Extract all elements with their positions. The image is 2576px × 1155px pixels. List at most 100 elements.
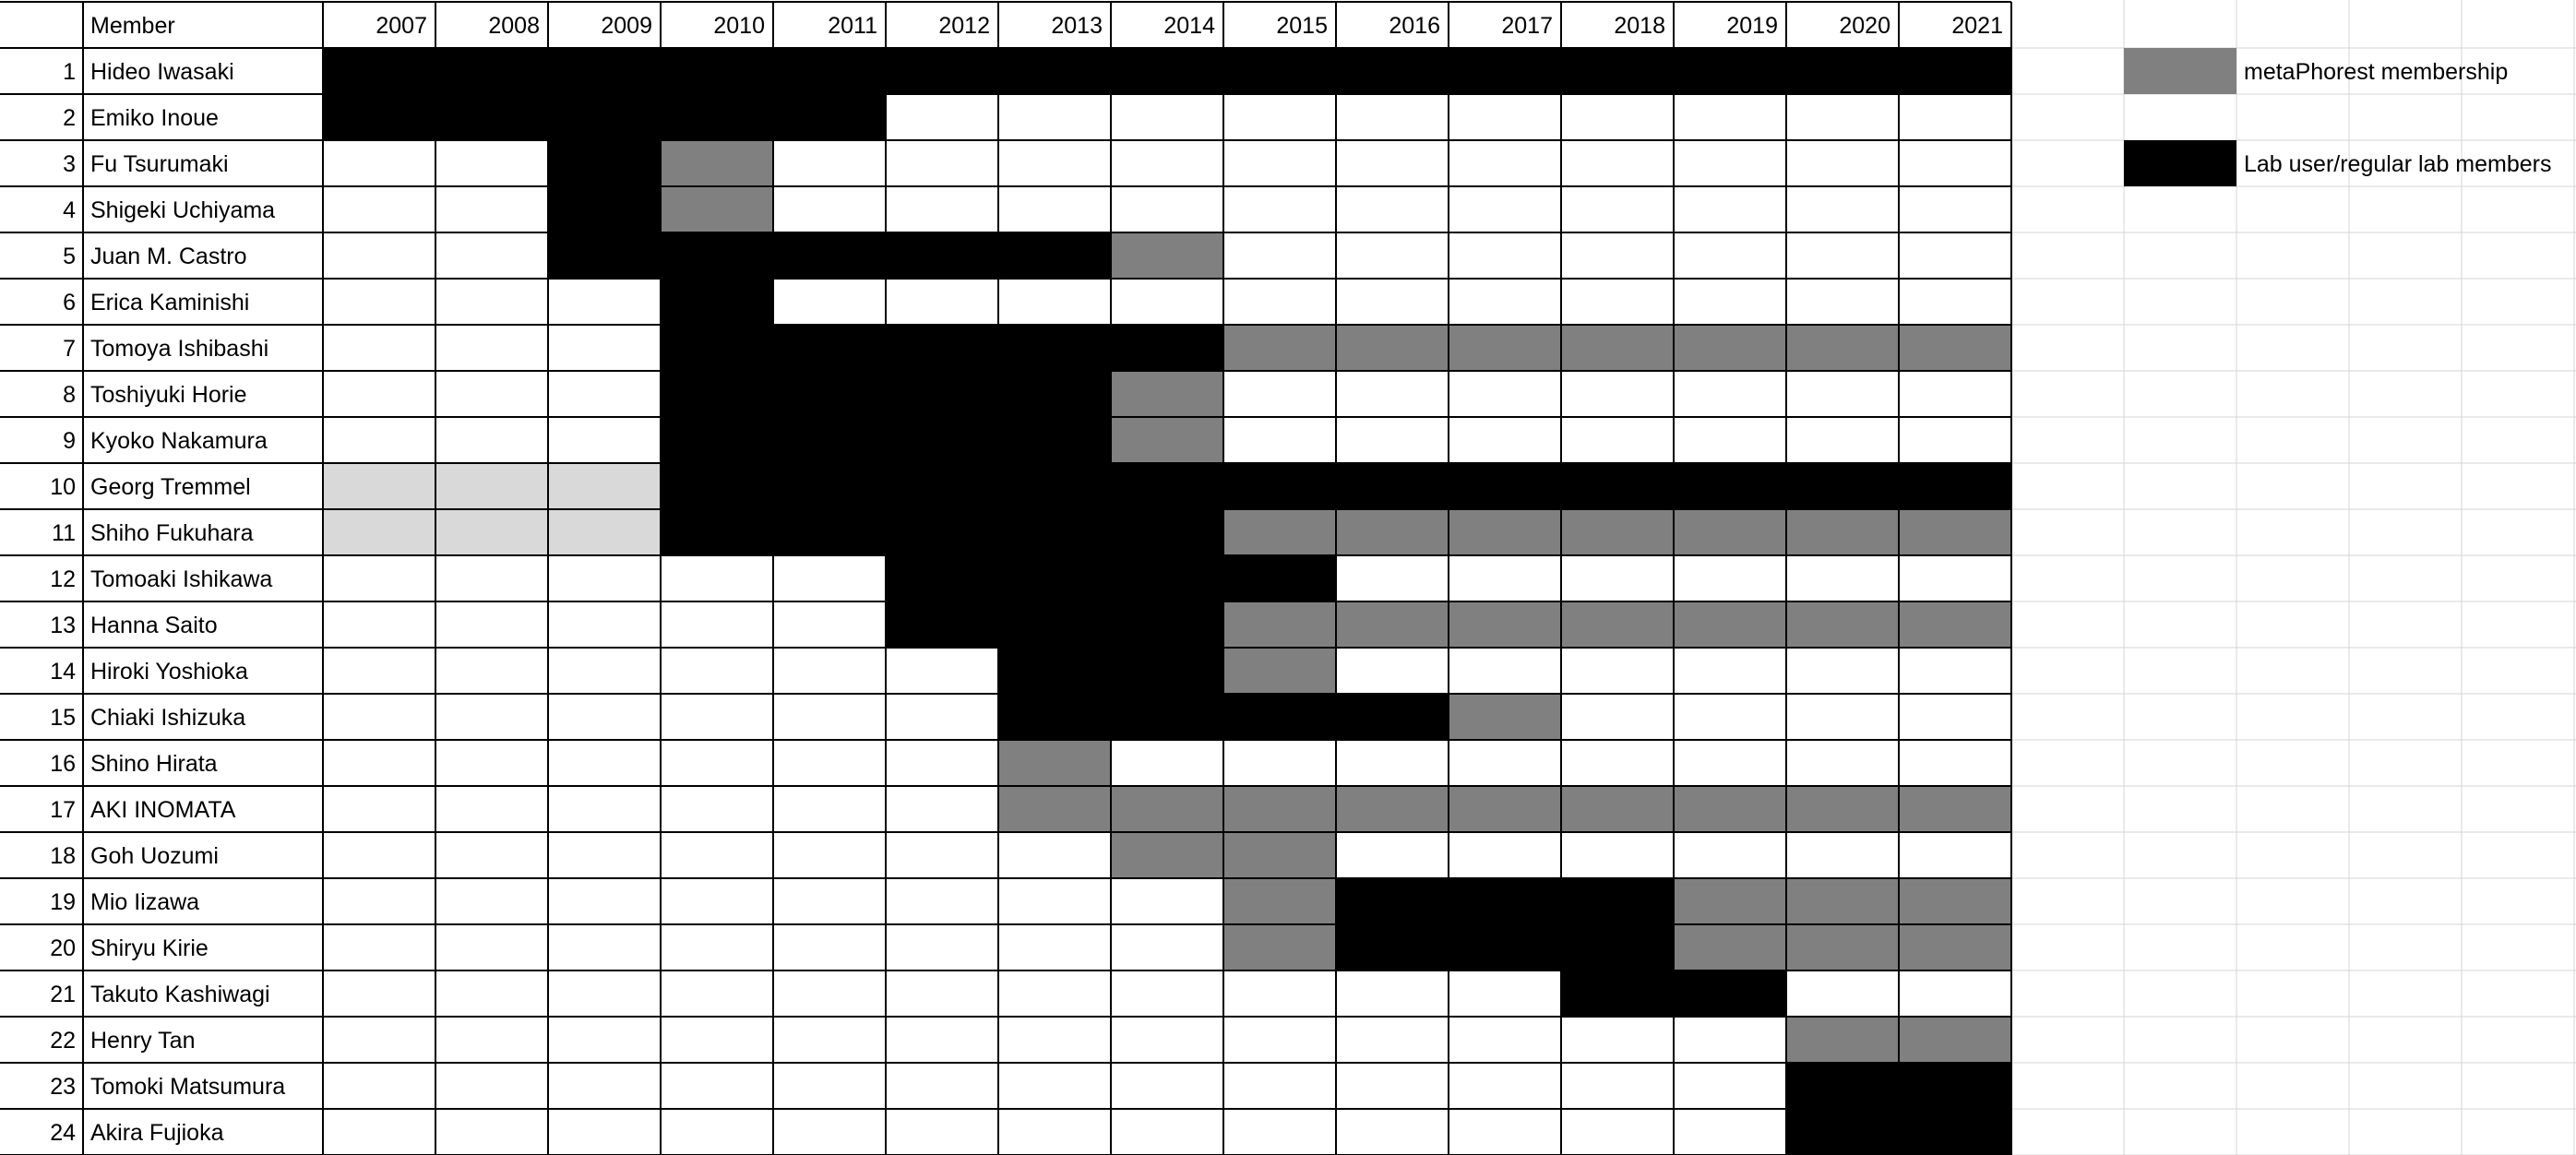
membership-cell xyxy=(1449,463,1561,509)
year-header: 2012 xyxy=(938,13,990,39)
row-number: 23 xyxy=(50,1074,76,1100)
membership-cell xyxy=(661,509,773,555)
member-name: Juan M. Castro xyxy=(90,244,247,269)
membership-cell xyxy=(1786,325,1899,371)
membership-cell xyxy=(1899,1109,2011,1155)
member-name: Hideo Iwasaki xyxy=(90,59,234,85)
membership-cell xyxy=(773,325,886,371)
membership-cell xyxy=(435,463,548,509)
membership-cell xyxy=(1899,48,2011,94)
membership-cell xyxy=(548,48,661,94)
membership-cell xyxy=(1786,924,1899,970)
row-number: 7 xyxy=(63,336,76,362)
year-header: 2018 xyxy=(1614,13,1665,39)
membership-cell xyxy=(773,371,886,417)
membership-cell xyxy=(1223,694,1336,740)
year-header: 2013 xyxy=(1051,13,1103,39)
membership-cell xyxy=(1449,924,1561,970)
member-column-header: Member xyxy=(90,13,175,39)
membership-cell xyxy=(661,186,773,232)
membership-cell xyxy=(1786,1063,1899,1109)
membership-cell xyxy=(661,232,773,279)
membership-cell xyxy=(1111,325,1223,371)
member-name: Goh Uozumi xyxy=(90,843,219,869)
membership-cell xyxy=(886,325,998,371)
membership-cell xyxy=(1449,601,1561,648)
year-header: 2016 xyxy=(1389,13,1440,39)
year-header: 2017 xyxy=(1501,13,1553,39)
membership-cell xyxy=(998,463,1111,509)
member-name: AKI INOMATA xyxy=(90,797,236,823)
membership-cell xyxy=(1786,48,1899,94)
membership-cell xyxy=(1336,878,1449,924)
legend: metaPhorest membership Lab user/regular l… xyxy=(2124,48,2552,186)
membership-cell xyxy=(998,232,1111,279)
legend-swatch-metaphorest xyxy=(2124,48,2236,94)
membership-cell xyxy=(1899,924,2011,970)
row-number: 11 xyxy=(52,520,76,546)
membership-cell xyxy=(1336,509,1449,555)
membership-cell xyxy=(661,325,773,371)
membership-cell xyxy=(1674,601,1786,648)
membership-cell xyxy=(1899,878,2011,924)
membership-cell xyxy=(661,371,773,417)
membership-cell xyxy=(1336,463,1449,509)
membership-cell xyxy=(1561,878,1674,924)
member-name: Shiryu Kirie xyxy=(90,935,209,961)
membership-cell xyxy=(1674,509,1786,555)
membership-cell xyxy=(886,601,998,648)
membership-cell xyxy=(435,94,548,140)
membership-cell xyxy=(548,186,661,232)
row-number: 5 xyxy=(63,244,76,269)
membership-cell xyxy=(886,48,998,94)
membership-cell xyxy=(1449,786,1561,832)
membership-cell xyxy=(1786,601,1899,648)
membership-cell xyxy=(1561,509,1674,555)
membership-cell xyxy=(773,463,886,509)
row-number: 3 xyxy=(63,151,76,177)
year-header: 2010 xyxy=(713,13,765,39)
row-number: 17 xyxy=(50,797,76,823)
membership-cell xyxy=(1899,601,2011,648)
membership-cell xyxy=(1336,694,1449,740)
membership-cell xyxy=(1899,786,2011,832)
year-header: 2007 xyxy=(376,13,427,39)
membership-cell xyxy=(1899,509,2011,555)
row-number: 1 xyxy=(63,59,76,85)
member-name: Akira Fujioka xyxy=(90,1120,224,1146)
membership-cell xyxy=(1111,786,1223,832)
member-name: Hiroki Yoshioka xyxy=(90,659,248,685)
membership-cell xyxy=(1449,878,1561,924)
membership-cell xyxy=(661,417,773,463)
member-name: Hanna Saito xyxy=(90,613,218,638)
membership-cell xyxy=(1561,924,1674,970)
row-number: 20 xyxy=(50,935,76,961)
membership-cell xyxy=(886,417,998,463)
membership-cell xyxy=(1223,878,1336,924)
membership-cell xyxy=(548,509,661,555)
member-name: Shiho Fukuhara xyxy=(90,520,254,546)
membership-cell xyxy=(323,463,435,509)
membership-cell xyxy=(1899,325,2011,371)
membership-cell xyxy=(661,279,773,325)
membership-cell xyxy=(548,463,661,509)
row-number: 19 xyxy=(50,889,76,915)
membership-cell xyxy=(661,94,773,140)
membership-cell xyxy=(998,648,1111,694)
membership-cell xyxy=(1223,48,1336,94)
membership-cell xyxy=(1111,417,1223,463)
membership-cell xyxy=(773,48,886,94)
membership-cell xyxy=(323,48,435,94)
membership-cell xyxy=(1674,878,1786,924)
membership-cell xyxy=(661,463,773,509)
membership-cell xyxy=(1111,509,1223,555)
membership-cell xyxy=(1223,509,1336,555)
membership-cell xyxy=(1336,786,1449,832)
row-number: 14 xyxy=(50,659,76,685)
membership-cell xyxy=(1111,694,1223,740)
membership-cell xyxy=(1223,325,1336,371)
membership-cell xyxy=(548,140,661,186)
membership-cell xyxy=(1449,694,1561,740)
membership-cell xyxy=(661,140,773,186)
